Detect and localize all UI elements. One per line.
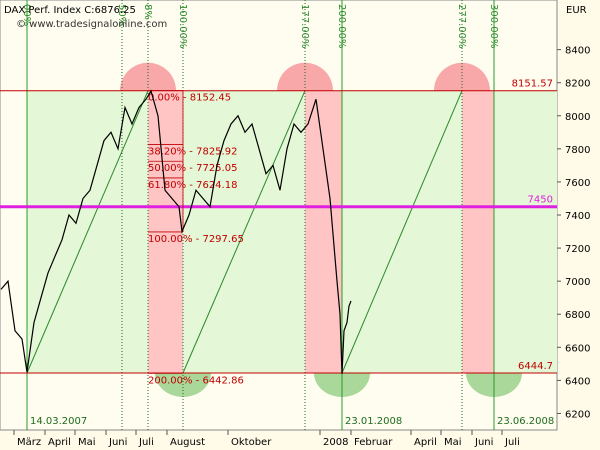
cycle-label: 277.00%: [456, 4, 467, 49]
cycle-diagonal: [341, 90, 463, 374]
date-label: 23.01.2008: [345, 416, 402, 427]
y-tick-label: 7000: [565, 277, 590, 288]
cycle-label: 50%: [116, 4, 127, 26]
red-arc: [277, 62, 333, 91]
x-tick-label: Juni: [474, 437, 493, 448]
x-tick-label: August: [170, 437, 205, 448]
chart-title: DAX Perf. Index C:6876.25: [4, 5, 136, 16]
red-arc: [434, 62, 490, 91]
x-tick-label: Mai: [444, 437, 462, 448]
y-tick-label: 6400: [565, 376, 590, 387]
y-tick-label: 7200: [565, 244, 590, 255]
y-tick-label: 7600: [565, 178, 590, 189]
fib-label: 61.80% - 7624.18: [148, 180, 237, 191]
cycle-diagonal: [182, 90, 306, 374]
fib-label: 0.00% - 8152.45: [148, 93, 231, 104]
x-tick-label: Oktober: [231, 437, 272, 448]
cycle-label: 100.00%: [177, 4, 188, 49]
date-label: 23.06.2008: [497, 416, 554, 427]
cycle-label: 177.00%: [299, 4, 310, 49]
cycle-label: 8%: [142, 4, 153, 20]
layers: 00%50%8%100.00%177.00%200.00%277.00%300.…: [0, 0, 557, 430]
y-axis-label: EUR: [566, 5, 587, 16]
x-tick-label: Juli: [138, 437, 154, 448]
y-tick-label: 8000: [565, 112, 590, 123]
y-tick-label: 6200: [565, 409, 590, 420]
x-tick-label: April: [48, 437, 71, 448]
x-tick-label: Mai: [78, 437, 96, 448]
red-arc: [120, 62, 176, 91]
y-tick-label: 7400: [565, 211, 590, 222]
x-tick-label: 2008: [323, 437, 348, 448]
watermark: © www.tradesignalonline.com: [16, 19, 167, 30]
y-tick-label: 8400: [565, 46, 590, 57]
y-tick-label: 7800: [565, 145, 590, 156]
fib-label: 38.20% - 7825.92: [148, 147, 237, 158]
y-tick-label: 6600: [565, 343, 590, 354]
cycle-diagonal: [26, 90, 149, 374]
x-tick-label: Juli: [504, 437, 520, 448]
x-tick-label: April: [414, 437, 437, 448]
fib-label: 100.00% - 7297.65: [148, 234, 244, 245]
x-tick-label: März: [17, 437, 41, 448]
red-zone: [305, 90, 342, 373]
level-label: 8151.57: [512, 79, 553, 90]
x-tick-label: Februar: [354, 437, 393, 448]
date-label: 14.03.2007: [30, 416, 87, 427]
level-label: 7450: [528, 195, 553, 206]
fib-label: 200.00% - 6442.86: [148, 375, 244, 386]
x-tick-label: Juni: [108, 437, 127, 448]
fib-label: 50.00% - 7725.05: [148, 163, 237, 174]
y-tick-label: 8200: [565, 79, 590, 90]
red-zone: [462, 90, 494, 373]
price-line: [0, 89, 352, 374]
level-label: 6444.7: [518, 361, 553, 372]
y-tick-label: 6800: [565, 310, 590, 321]
